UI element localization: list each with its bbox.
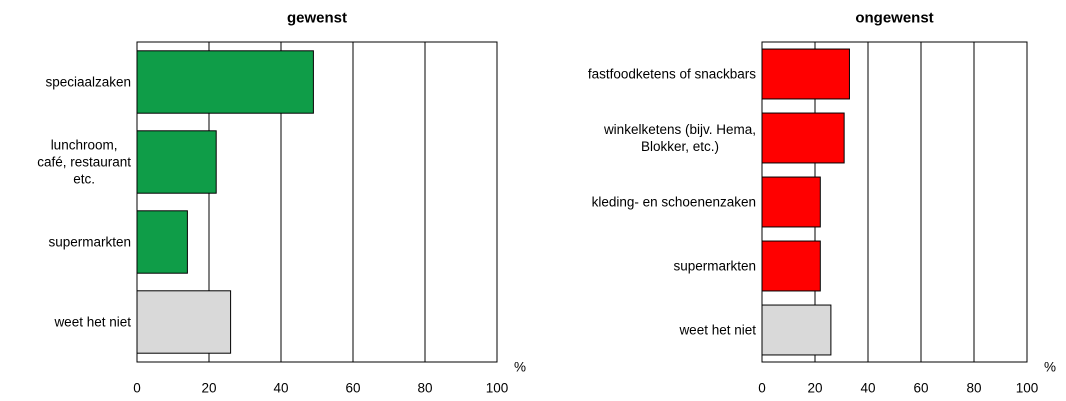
y-tick-label: weet het niet (54, 314, 131, 330)
x-tick-label: 60 (345, 380, 361, 396)
x-tick-label: 60 (913, 380, 929, 396)
y-tick-label: winkelketens (bijv. Hema, Blokker, etc.) (603, 122, 756, 154)
bar (136, 210, 188, 274)
x-tick-label: 80 (966, 380, 982, 396)
bar (761, 176, 821, 228)
y-tick-label: speciaalzaken (45, 74, 131, 90)
bar (761, 304, 832, 356)
x-tick-label: 100 (1015, 380, 1039, 396)
y-tick-label: supermarkten (48, 234, 131, 250)
y-tick-label: fastfoodketens of snackbars (587, 66, 756, 82)
x-axis-label: % (1043, 359, 1057, 375)
x-axis-label: % (513, 359, 527, 375)
chart-title: gewenst (286, 9, 348, 27)
x-tick-label: 100 (485, 380, 509, 396)
bar (136, 130, 217, 194)
y-tick-label: kleding- en schoenenzaken (591, 194, 756, 210)
x-tick-label: 40 (273, 380, 289, 396)
bar (761, 112, 845, 164)
bar (761, 48, 850, 100)
x-tick-label: 20 (201, 380, 217, 396)
y-tick-label: supermarkten (673, 258, 756, 274)
x-tick-label: 0 (133, 380, 141, 396)
chart-title: ongewenst (855, 9, 934, 27)
y-tick-label: lunchroom, café, restaurant etc. (37, 137, 131, 187)
bar (761, 240, 821, 292)
x-tick-label: 20 (807, 380, 823, 396)
bar (136, 50, 314, 114)
x-tick-label: 80 (417, 380, 433, 396)
x-tick-label: 0 (758, 380, 766, 396)
bar (136, 290, 232, 354)
y-tick-label: weet het niet (679, 322, 756, 338)
x-tick-label: 40 (860, 380, 876, 396)
